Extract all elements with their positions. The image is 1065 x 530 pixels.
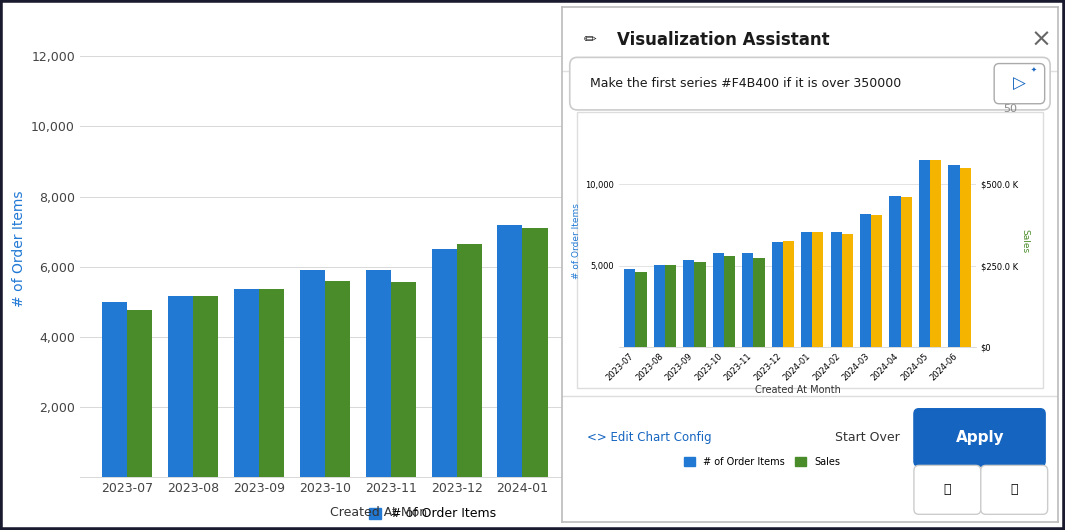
- Text: ✏: ✏: [584, 32, 596, 47]
- Bar: [753, 258, 765, 347]
- Bar: [497, 225, 523, 477]
- FancyBboxPatch shape: [914, 409, 1045, 466]
- Bar: [772, 242, 783, 347]
- Bar: [801, 232, 813, 347]
- Bar: [831, 232, 841, 347]
- Text: 👎: 👎: [1011, 483, 1018, 496]
- FancyBboxPatch shape: [577, 112, 1043, 388]
- Bar: [299, 270, 325, 477]
- Bar: [636, 272, 646, 347]
- Bar: [724, 256, 735, 347]
- FancyBboxPatch shape: [994, 64, 1045, 104]
- Bar: [457, 244, 481, 477]
- Bar: [783, 241, 794, 347]
- Bar: [523, 228, 547, 477]
- Bar: [234, 289, 259, 477]
- Bar: [871, 215, 883, 347]
- Y-axis label: # of Order Items: # of Order Items: [572, 204, 581, 279]
- Text: ×: ×: [1031, 28, 1052, 52]
- Bar: [325, 281, 350, 477]
- Bar: [127, 311, 152, 477]
- Y-axis label: Sales: Sales: [1020, 229, 1029, 253]
- Bar: [365, 270, 391, 477]
- Bar: [841, 234, 853, 347]
- Bar: [694, 262, 706, 347]
- Bar: [391, 282, 415, 477]
- Bar: [919, 160, 930, 347]
- Text: Visualization Assistant: Visualization Assistant: [617, 31, 830, 49]
- Bar: [168, 296, 193, 477]
- Bar: [960, 168, 971, 347]
- Text: Make the first series #F4B400 if it is over 350000: Make the first series #F4B400 if it is o…: [590, 77, 901, 90]
- Text: ▷: ▷: [1013, 75, 1026, 93]
- Bar: [665, 265, 676, 347]
- Bar: [654, 265, 665, 347]
- Bar: [193, 296, 218, 477]
- FancyBboxPatch shape: [570, 57, 1050, 110]
- Legend: # of Order Items, Sales: # of Order Items, Sales: [679, 453, 843, 471]
- Bar: [684, 260, 694, 347]
- Text: <> Edit Chart Config: <> Edit Chart Config: [587, 430, 711, 444]
- FancyBboxPatch shape: [914, 465, 981, 514]
- Y-axis label: # of Order Items: # of Order Items: [12, 191, 26, 307]
- Bar: [431, 249, 457, 477]
- Bar: [624, 269, 636, 347]
- Bar: [889, 196, 901, 347]
- X-axis label: Created At Month: Created At Month: [755, 385, 840, 395]
- Text: 👍: 👍: [944, 483, 951, 496]
- Bar: [901, 197, 912, 347]
- Text: Created At Mon: Created At Mon: [329, 506, 427, 519]
- Bar: [930, 160, 941, 347]
- Text: 50: 50: [1003, 104, 1017, 114]
- Text: Apply: Apply: [955, 430, 1004, 445]
- FancyBboxPatch shape: [981, 465, 1048, 514]
- Text: Start Over: Start Over: [835, 430, 899, 444]
- Bar: [102, 302, 127, 477]
- Text: ✦: ✦: [1030, 67, 1036, 73]
- Bar: [813, 232, 823, 347]
- Bar: [861, 214, 871, 347]
- Bar: [949, 165, 960, 347]
- Legend: # of Order Items: # of Order Items: [364, 502, 502, 525]
- Bar: [742, 253, 753, 347]
- Bar: [712, 253, 724, 347]
- Bar: [259, 289, 284, 477]
